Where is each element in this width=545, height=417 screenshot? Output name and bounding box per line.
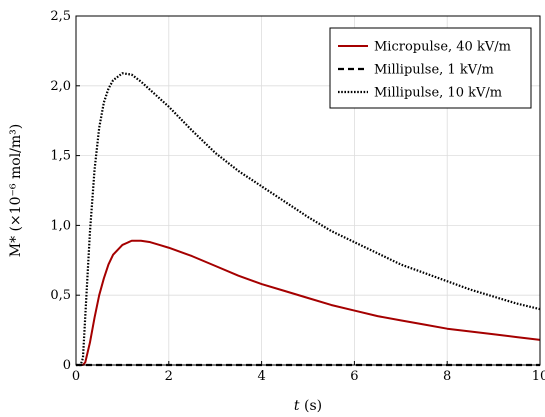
y-axis-label: M* (×10⁻⁶ mol/m³) — [8, 124, 24, 258]
legend-label-3: Millipulse, 10 kV/m — [374, 86, 502, 101]
series-line-3 — [76, 72, 541, 367]
x-axis-label-variable: t — [294, 398, 300, 414]
series-line-1 — [76, 239, 541, 366]
axis-ticks — [75, 15, 541, 366]
x-tick-label: 4 — [257, 369, 265, 384]
y-tick-label: 0,5 — [50, 288, 71, 303]
y-tick-label: 1,5 — [50, 149, 71, 164]
x-tick-label: 8 — [443, 369, 451, 384]
tick-labels: 0 2 4 6 8 10 0 0,5 1,0 1,5 2,0 2,5 — [50, 9, 545, 384]
x-axis-label: t (s) — [294, 398, 322, 414]
y-tick-label: 2,5 — [50, 9, 71, 24]
y-tick-label: 2,0 — [50, 79, 71, 94]
x-tick-label: 0 — [72, 369, 80, 384]
y-axis-label-group: M* (×10⁻⁶ mol/m³) — [8, 124, 24, 258]
x-tick-label: 2 — [165, 369, 173, 384]
legend-label-2: Millipulse, 1 kV/m — [374, 63, 494, 78]
y-tick-label: 0 — [63, 358, 71, 373]
y-tick-label: 1,0 — [50, 218, 71, 233]
x-tick-label: 10 — [532, 369, 545, 384]
legend-label-1: Micropulse, 40 kV/m — [374, 40, 511, 55]
legend: Micropulse, 40 kV/m Millipulse, 1 kV/m Mil… — [329, 27, 532, 109]
x-tick-label: 6 — [350, 369, 358, 384]
plot-frame — [75, 15, 541, 366]
x-axis-label-unit: (s) — [300, 398, 323, 414]
